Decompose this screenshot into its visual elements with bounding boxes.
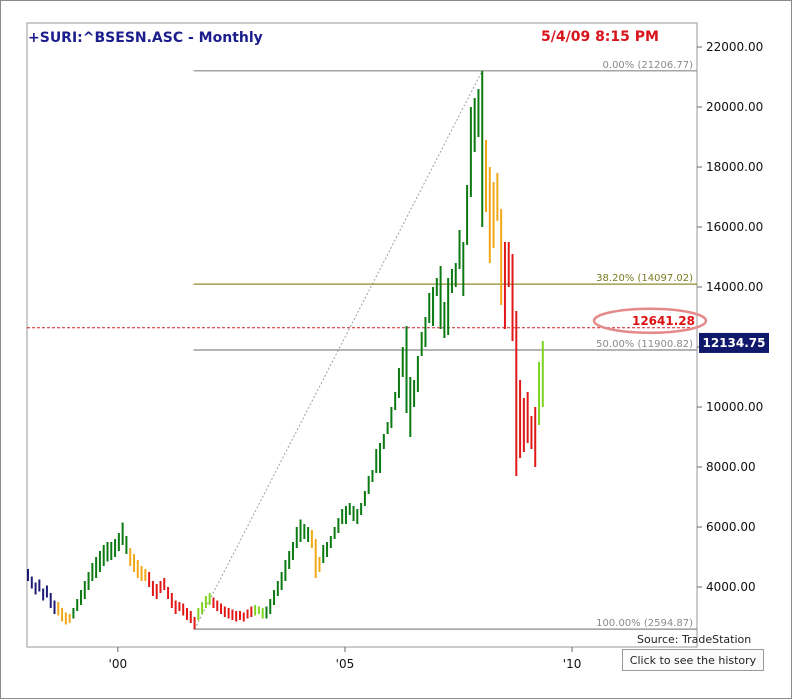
time-tick-label: '05 [336,657,355,671]
chart-title: +SURI:^BSESN.ASC - Monthly [28,30,263,46]
current-price-label: 12641.28 [632,314,695,328]
price-tick-label: 10000.00 [706,400,763,414]
fib-level-label: 50.00% (11900.82) [596,339,693,350]
chart-timestamp: 5/4/09 8:15 PM [541,29,659,45]
fib-level-label: 100.00% (2594.87) [596,618,693,629]
source-label: Source: TradeStation [637,633,752,646]
price-tick-label: 6000.00 [706,520,756,534]
time-tick-label: '10 [563,657,582,671]
fib-level-label: 38.20% (14097.02) [596,273,693,284]
price-tick-label: 16000.00 [706,220,763,234]
last-price-label: 12134.75 [702,336,765,350]
time-axis-ticks: '00 '05 '10 [109,647,582,671]
plot-area-border [26,22,698,648]
price-tick-label: 4000.00 [706,580,756,594]
price-tick-label: 8000.00 [706,460,756,474]
price-axis-ticks: 4000.006000.008000.0010000.0012000.00140… [697,40,763,594]
time-tick-label: '00 [109,657,128,671]
history-button[interactable]: Click to see the history [622,649,764,671]
price-tick-label: 14000.00 [706,280,763,294]
price-bars [27,70,544,630]
fib-trendline [194,70,483,630]
fib-level-label: 0.00% (21206.77) [603,60,694,71]
current-price-highlight [592,307,708,335]
fib-levels: 0.00% (21206.77) 38.20% (14097.02) 50.00% … [193,60,697,630]
price-tick-label: 22000.00 [706,40,763,54]
price-tick-label: 20000.00 [706,100,763,114]
price-tick-label: 18000.00 [706,160,763,174]
last-price-badge [699,332,769,353]
